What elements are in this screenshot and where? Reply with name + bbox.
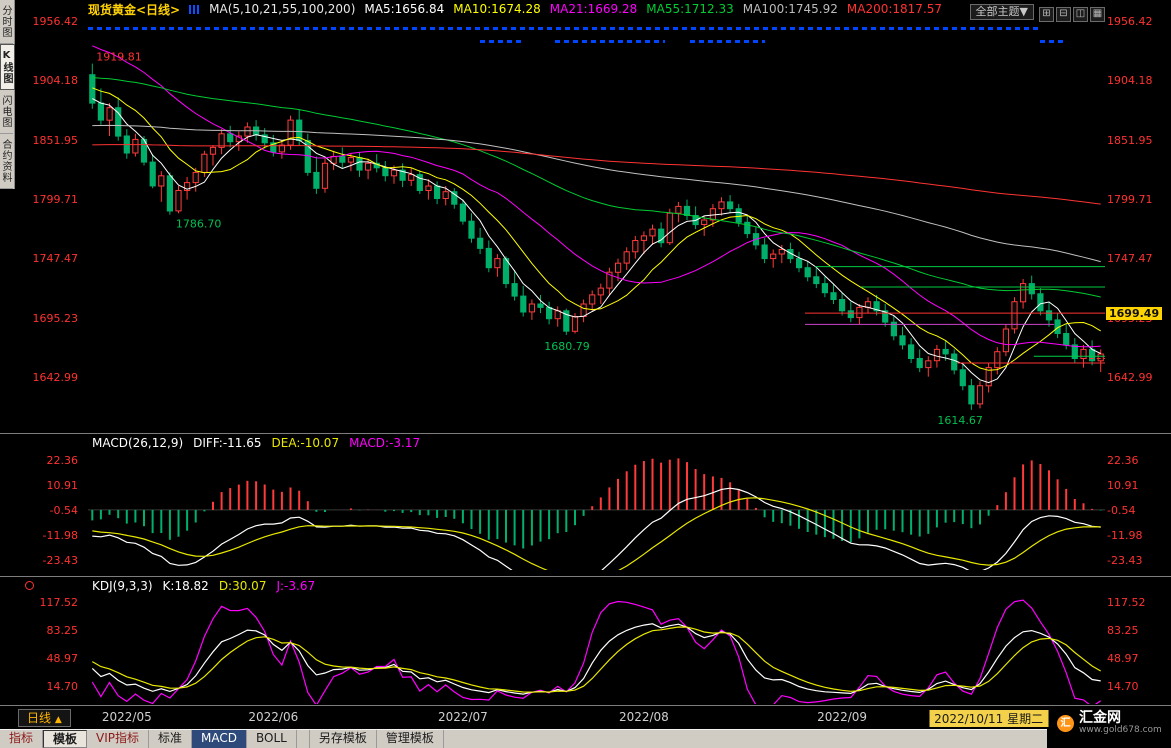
macd-axis-right: 22.36 10.91 -0.54 -11.98 -23.43 [1105,452,1157,570]
axis-tick-label: 1851.95 [1107,134,1153,147]
toolbar-item-另存模板[interactable]: 另存模板 [309,730,377,748]
axis-tick-label: 14.70 [47,680,79,693]
time-axis-label: 2022/06 [248,710,298,724]
axis-tick-label: -11.98 [1107,529,1142,542]
logo-name: 汇金网 [1079,711,1162,725]
sidebar-tab-3[interactable]: 闪电图 [0,90,13,134]
panel-divider [0,705,1171,706]
axis-tick-label: 1642.99 [1107,371,1153,384]
time-axis: 2022/05 2022/06 2022/07 2022/08 2022/09 2022/… [88,710,1105,728]
axis-tick-label: 10.91 [1107,479,1139,492]
svg-text:1614.67: 1614.67 [937,414,983,427]
macd-header: MACD(26,12,9) DIFF:-11.65 DEA:-10.07 MACD:-… [92,436,420,450]
toolbar-item-MACD[interactable]: MACD [192,730,247,748]
time-axis-label: 2022/09 [817,710,867,724]
ma-value: MA100:1745.92 [743,2,838,16]
toolbar-item-指标[interactable]: 指标 [0,730,43,748]
axis-tick-label: 1747.47 [1107,252,1153,265]
axis-tick-label: 22.36 [1107,454,1139,467]
axis-tick-label: -23.43 [1107,554,1142,567]
toolbar-item-BOLL[interactable]: BOLL [247,730,297,748]
axis-tick-label: 1851.95 [33,134,79,147]
axis-tick-label: -0.54 [50,504,78,517]
toolbar-item-模板[interactable]: 模板 [43,730,87,748]
axis-tick-label: 1904.18 [33,74,79,87]
indicator-value: MACD:-3.17 [349,436,420,450]
kdj-chart[interactable] [88,596,1105,704]
ma-value: MA200:1817.57 [847,2,942,16]
site-logo[interactable]: 汇 汇金网 www.gold678.com [1057,711,1162,735]
axis-tick-label: 22.36 [47,454,79,467]
huijin-coin-icon: 汇 [1057,715,1074,732]
logo-site-url[interactable]: www.gold678.com [1079,725,1162,735]
kdj-axis-right: 117.52 83.25 48.97 14.70 [1105,596,1157,704]
axis-tick-label: 48.97 [1107,652,1139,665]
axis-tick-label: 1956.42 [33,15,79,28]
svg-text:1680.79: 1680.79 [544,340,590,353]
ma-values: MA5:1656.84 MA10:1674.28 MA21:1669.28 MA55:… [364,2,951,16]
indicator-value: MACD(26,12,9) [92,436,183,450]
kline-style-icon [189,5,200,14]
axis-tick-label: 117.52 [1107,596,1146,609]
indicator-value: DIFF:-11.65 [193,436,261,450]
ma-value: MA55:1712.33 [646,2,734,16]
axis-tick-label: 1747.47 [33,252,79,265]
period-label: 日线 [27,711,51,725]
sidebar-tab-4[interactable]: 合约资料 [0,134,13,189]
indicator-value: J:-3.67 [276,579,315,593]
svg-text:1786.70: 1786.70 [176,218,222,231]
indicator-marker-icon[interactable] [25,581,34,590]
price-axis-left: 1956.42 1904.18 1851.95 1799.71 1747.47 1695.… [28,18,80,430]
ma-value: MA10:1674.28 [453,2,541,16]
bottom-toolbar: 指标模板VIP指标标准MACDBOLL 另存模板管理模板 [0,729,1047,748]
time-axis-label: 2022/07 [438,710,488,724]
price-axis-right: 1956.421904.181851.951799.711747.471695.… [1105,18,1157,430]
macd-chart[interactable] [88,452,1105,570]
indicator-value: KDJ(9,3,3) [92,579,153,593]
axis-tick-label: 117.52 [40,596,79,609]
kdj-axis-left: 117.52 83.25 48.97 14.70 [28,596,80,704]
axis-tick-label: 1695.23 [33,312,79,325]
ma-value: MA21:1669.28 [550,2,638,16]
panel-divider[interactable] [0,433,1171,434]
axis-tick-label: 1799.71 [33,193,79,206]
indicator-value: K:18.82 [163,579,209,593]
axis-tick-label: 83.25 [47,624,79,637]
kdj-header: KDJ(9,3,3) K:18.82 D:30.07 J:-3.67 [92,579,315,593]
period-arrow-icon: ▲ [55,715,62,725]
indicator-value: D:30.07 [219,579,267,593]
toolbar-item-管理模板[interactable]: 管理模板 [377,730,444,748]
time-axis-label: 2022/10/11 星期二 [929,710,1048,727]
axis-tick-label: -0.54 [1107,504,1135,517]
axis-tick-label: 14.70 [1107,680,1139,693]
title-bar: 现货黄金<日线> MA(5,10,21,55,100,200) MA5:1656… [88,1,951,17]
macd-axis-left: 22.36 10.91 -0.54 -11.98 -23.43 [28,452,80,570]
chart-type-sidebar: 分时图K线图闪电图合约资料 [0,0,15,189]
axis-tick-label: 1904.18 [1107,74,1153,87]
current-price-tag: 1699.49 [1106,307,1162,320]
axis-tick-label: -23.43 [43,554,78,567]
main-candlestick-chart[interactable]: 1919.81 1786.70 1680.79 1614.67 [88,18,1105,430]
sidebar-tab-1[interactable]: 分时图 [0,0,13,44]
period-selector[interactable]: 日线 ▲ [18,709,71,727]
axis-tick-label: -11.98 [43,529,78,542]
time-axis-label: 2022/05 [102,710,152,724]
svg-text:1919.81: 1919.81 [96,51,142,64]
toolbar-item-标准[interactable]: 标准 [149,730,192,748]
ma-settings-label: MA(5,10,21,55,100,200) [209,2,355,16]
axis-tick-label: 10.91 [47,479,79,492]
symbol-title: 现货黄金<日线> [88,1,180,18]
indicator-value: DEA:-10.07 [272,436,340,450]
axis-tick-label: 48.97 [47,652,79,665]
axis-tick-label: 1799.71 [1107,193,1153,206]
axis-tick-label: 1642.99 [33,371,79,384]
time-axis-label: 2022/08 [619,710,669,724]
panel-divider[interactable] [0,576,1171,577]
toolbar-item-VIP指标[interactable]: VIP指标 [87,730,149,748]
axis-tick-label: 1956.42 [1107,15,1153,28]
axis-tick-label: 83.25 [1107,624,1139,637]
ma-value: MA5:1656.84 [364,2,444,16]
sidebar-tab-2[interactable]: K线图 [0,44,15,90]
